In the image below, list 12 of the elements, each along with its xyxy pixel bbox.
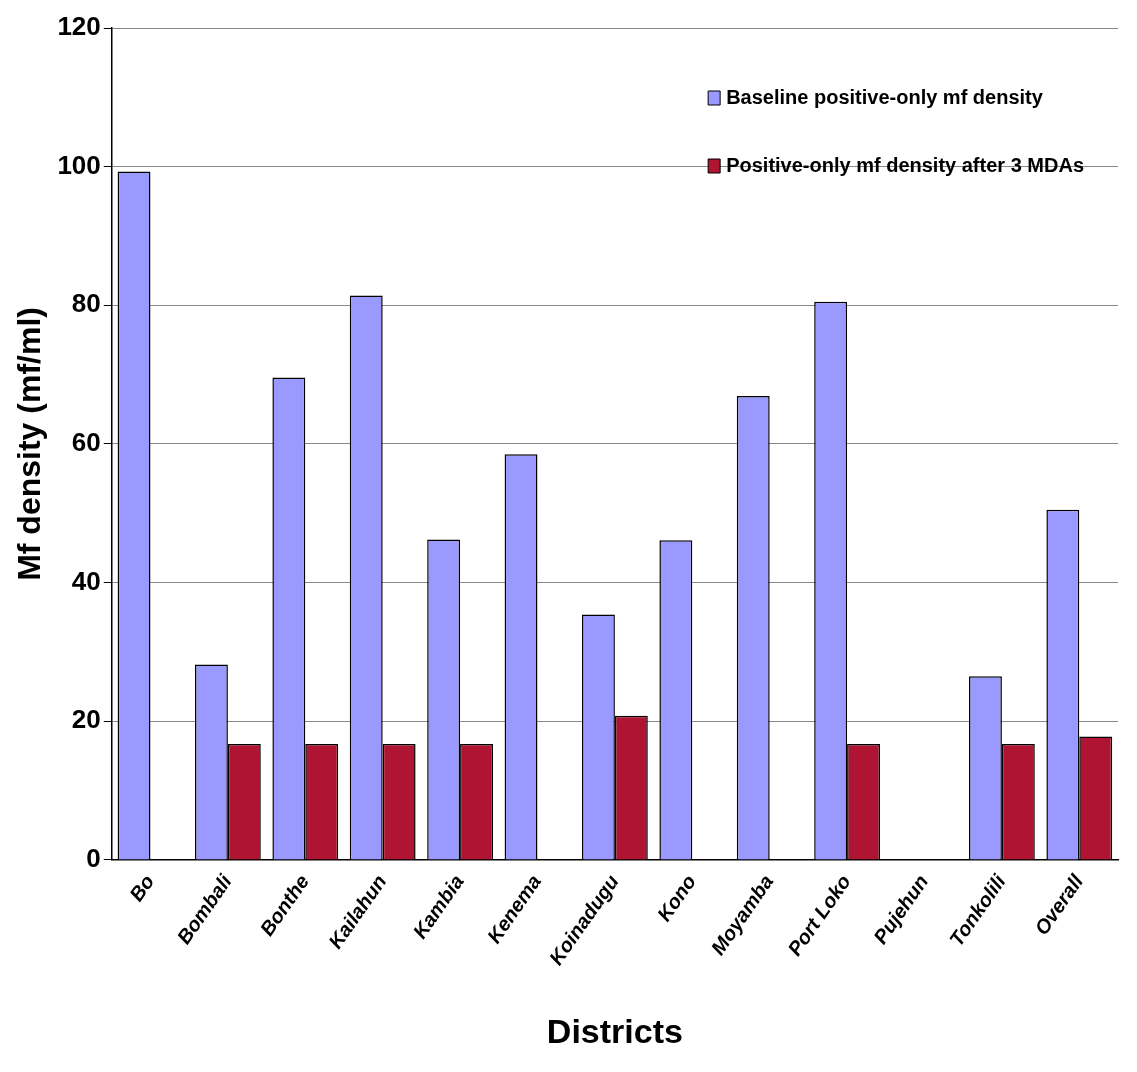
x-axis-title: Districts xyxy=(546,1011,683,1050)
legend-label: Baseline positive-only mf density xyxy=(726,85,1044,108)
y-tick-label: 20 xyxy=(71,704,101,735)
y-tick-label: 60 xyxy=(71,427,101,458)
y-tick-label: 100 xyxy=(57,149,101,180)
y-tick-label: 120 xyxy=(57,11,101,42)
y-tick-label: 40 xyxy=(71,565,101,596)
y-axis-title: Mf density (mf/ml) xyxy=(11,307,48,581)
y-tick-label: 80 xyxy=(71,288,101,319)
y-tick-label: 0 xyxy=(86,843,101,874)
legend-label: Positive-only mf density after 3 MDAs xyxy=(726,153,1085,176)
x-tick-label: Bo xyxy=(124,870,159,906)
